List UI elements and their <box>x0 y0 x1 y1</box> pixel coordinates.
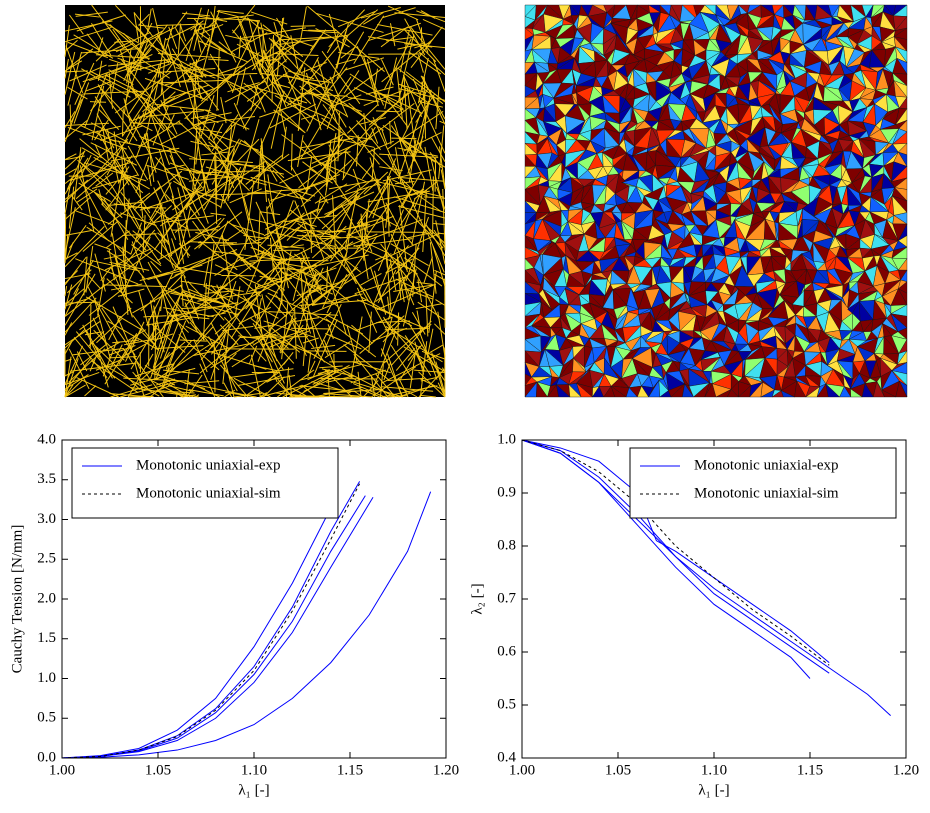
x-axis-label: λ₁ [-] <box>698 782 729 798</box>
fiber-network-image <box>65 5 445 397</box>
x-axis-label: λ₁ [-] <box>238 782 269 798</box>
y-axis-label: Cauchy Tension [N/mm] <box>9 525 25 674</box>
y-tick-label: 3.0 <box>37 511 56 527</box>
legend-label: Monotonic uniaxial-sim <box>694 485 839 501</box>
x-tick-label: 1.15 <box>337 762 363 778</box>
y-tick-label: 1.0 <box>497 431 516 447</box>
y-tick-label: 1.0 <box>37 670 56 686</box>
y-tick-label: 4.0 <box>37 431 56 447</box>
fiber <box>291 26 316 27</box>
y-tick-label: 0.5 <box>497 696 516 712</box>
x-tick-label: 1.05 <box>145 762 171 778</box>
y-tick-label: 2.0 <box>37 590 56 606</box>
fiber <box>367 232 425 233</box>
x-tick-label: 1.05 <box>605 762 631 778</box>
y-axis-label: λ₂ [-] <box>469 583 485 614</box>
fiber <box>334 395 335 397</box>
y-tick-label: 0.5 <box>37 710 56 726</box>
y-tick-label: 0.9 <box>497 484 516 500</box>
y-tick-label: 2.5 <box>37 551 56 567</box>
y-tick-label: 0.7 <box>497 590 516 606</box>
y-tick-label: 3.5 <box>37 471 56 487</box>
y-tick-label: 0.8 <box>497 537 516 553</box>
y-tick-label: 0.4 <box>497 749 516 765</box>
fiber <box>319 378 377 379</box>
x-tick-label: 1.10 <box>701 762 727 778</box>
x-tick-label: 1.20 <box>893 762 919 778</box>
y-tick-label: 0.6 <box>497 643 516 659</box>
legend-label: Monotonic uniaxial-sim <box>136 485 281 501</box>
legend-label: Monotonic uniaxial-exp <box>694 457 839 473</box>
mesh-stress-image <box>525 5 907 397</box>
y-tick-label: 1.5 <box>37 630 56 646</box>
y-tick-label: 0.0 <box>37 749 56 765</box>
x-tick-label: 1.10 <box>241 762 267 778</box>
legend-label: Monotonic uniaxial-exp <box>136 457 281 473</box>
x-tick-label: 1.15 <box>797 762 823 778</box>
x-tick-label: 1.20 <box>433 762 459 778</box>
